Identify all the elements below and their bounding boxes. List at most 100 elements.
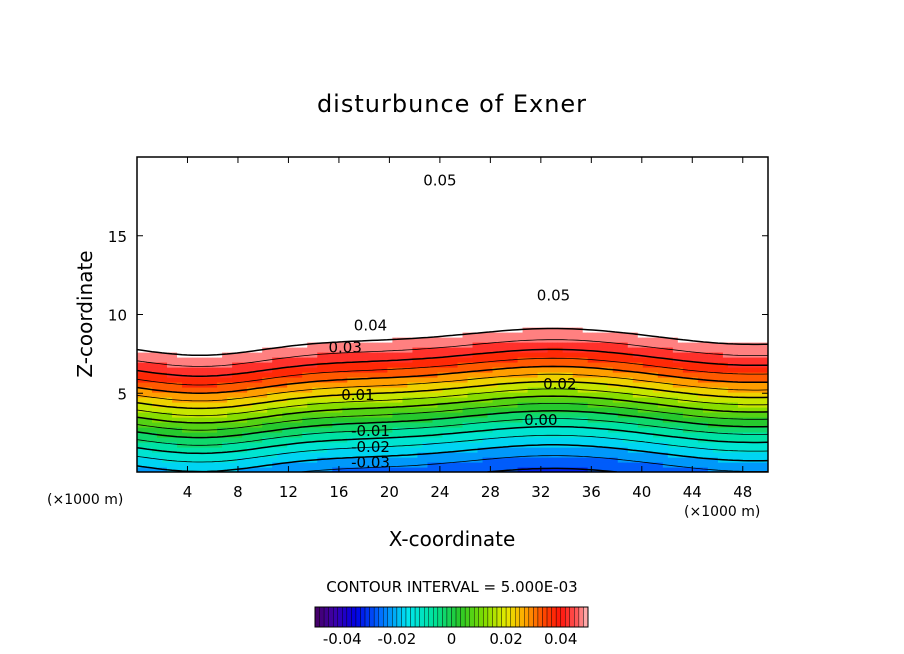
contour-fill-cell [257,197,263,203]
contour-fill-cell [227,232,233,238]
contour-fill-cell [302,462,308,468]
contour-fill-cell [177,222,183,228]
contour-fill-cell [242,307,248,313]
contour-fill-cell [287,407,293,413]
contour-fill-cell [422,312,429,318]
contour-fill-cell [422,367,429,373]
contour-fill-cell [387,452,394,458]
contour-fill-cell [307,272,313,278]
contour-fill-cell [187,197,193,203]
contour-fill-cell [337,192,343,198]
contour-fill-cell [437,377,444,383]
contour-fill-cell [387,392,394,398]
contour-fill-cell [497,397,504,403]
contour-fill-cell [427,277,434,283]
contour-fill-cell [137,342,143,348]
contour-fill-cell [202,182,208,188]
contour-fill-cell [487,212,494,218]
contour-fill-cell [402,397,409,403]
contour-fill-cell [397,172,404,178]
contour-fill-cell [527,402,534,408]
contour-fill-cell [492,347,499,353]
contour-fill-cell [432,332,439,338]
contour-fill-cell [457,462,464,468]
contour-fill-cell [437,422,444,428]
contour-fill-cell [152,372,158,378]
contour-fill-cell [497,242,504,248]
contour-fill-cell [302,332,308,338]
contour-fill-cell [177,467,183,472]
contour-fill-cell [352,202,358,208]
contour-fill-cell [452,237,459,243]
contour-fill-cell [217,232,223,238]
contour-fill-cell [157,457,163,463]
contour-fill-cell [457,372,464,378]
contour-fill-cell [422,407,429,413]
contour-fill-cell [392,462,399,468]
contour-fill-cell [137,182,143,188]
contour-fill-cell [482,202,489,208]
contour-fill-cell [337,357,343,363]
contour-fill-cell [227,392,233,398]
contour-fill-cell [527,192,534,198]
contour-fill-cell [402,192,409,198]
contour-fill-cell [517,312,524,318]
contour-fill-cell [367,432,373,438]
contour-fill-cell [222,157,228,163]
contour-fill-cell [357,307,363,313]
contour-fill-cell [217,322,223,328]
contour-fill-cell [457,437,464,443]
contour-fill-cell [447,387,454,393]
contour-fill-cell [522,182,529,188]
contour-fill-cell [472,292,479,298]
contour-fill-cell [237,377,243,383]
contour-fill-cell [352,342,358,348]
contour-fill-cell [427,462,434,468]
contour-fill-cell [467,347,474,353]
contour-fill-cell [232,192,238,198]
contour-fill-cell [362,237,368,243]
contour-fill-cell [502,442,509,448]
contour-fill-cell [312,247,318,253]
contour-fill-cell [497,332,504,338]
contour-fill-cell [417,397,424,403]
contour-fill-cell [232,327,238,333]
contour-fill-cell [502,262,509,268]
contour-fill-cell [207,327,213,333]
contour-fill-cell [202,412,208,418]
contour-fill-cell [332,442,338,448]
contour-fill-cell [387,302,394,308]
contour-fill-cell [442,242,449,248]
contour-fill-cell [292,462,298,468]
contour-fill-cell [412,402,419,408]
contour-fill-cell [412,427,419,433]
contour-fill-cell [372,217,378,223]
contour-fill-cell [232,187,238,193]
contour-fill-cell [527,367,534,373]
contour-fill-cell [322,312,328,318]
contour-fill-cell [242,352,248,358]
contour-fill-cell [452,197,459,203]
contour-fill-cell [177,382,183,388]
contour-fill-cell [322,232,328,238]
contour-fill-cell [277,267,283,273]
contour-fill-cell [367,207,373,213]
contour-fill-cell [527,257,534,263]
contour-fill-cell [272,377,278,383]
contour-fill-cell [512,307,519,313]
contour-fill-cell [417,177,424,183]
contour-fill-cell [252,302,258,308]
contour-fill-cell [192,307,198,313]
contour-fill-cell [267,392,273,398]
contour-fill-cell [457,262,464,268]
contour-fill-cell [347,157,353,163]
contour-fill-cell [307,422,313,428]
contour-fill-cell [397,237,404,243]
contour-fill-cell [152,257,158,263]
contour-fill-cell [442,187,449,193]
contour-fill-cell [192,207,198,213]
contour-fill-cell [197,287,203,293]
contour-fill-cell [177,162,183,168]
contour-fill-cell [342,337,348,343]
contour-fill-cell [507,192,514,198]
